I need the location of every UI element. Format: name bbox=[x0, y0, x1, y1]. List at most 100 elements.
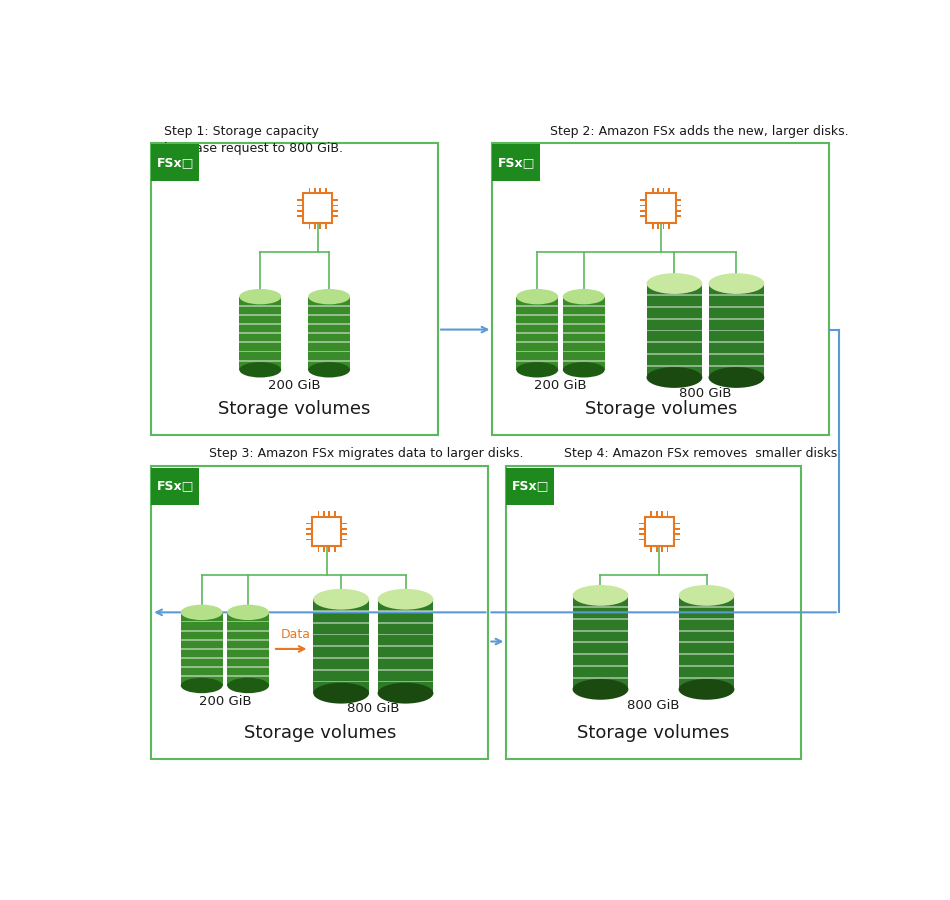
Ellipse shape bbox=[180, 605, 222, 620]
Polygon shape bbox=[377, 634, 433, 635]
Polygon shape bbox=[180, 639, 222, 641]
Polygon shape bbox=[323, 546, 325, 552]
Polygon shape bbox=[306, 533, 312, 536]
Polygon shape bbox=[306, 538, 312, 541]
Ellipse shape bbox=[239, 362, 281, 377]
Polygon shape bbox=[709, 284, 765, 377]
Text: Storage volumes: Storage volumes bbox=[218, 400, 370, 418]
Polygon shape bbox=[661, 546, 663, 552]
Polygon shape bbox=[333, 546, 335, 552]
Polygon shape bbox=[180, 630, 222, 632]
Text: 800 GiB: 800 GiB bbox=[627, 698, 680, 712]
Polygon shape bbox=[314, 634, 369, 635]
Polygon shape bbox=[308, 297, 350, 370]
Polygon shape bbox=[341, 528, 347, 530]
Polygon shape bbox=[492, 142, 829, 436]
Polygon shape bbox=[314, 222, 316, 229]
Polygon shape bbox=[709, 318, 765, 320]
Polygon shape bbox=[332, 210, 338, 212]
Polygon shape bbox=[647, 294, 702, 296]
Ellipse shape bbox=[647, 367, 702, 388]
Polygon shape bbox=[314, 645, 369, 647]
Ellipse shape bbox=[517, 289, 559, 304]
Polygon shape bbox=[678, 618, 734, 620]
Polygon shape bbox=[709, 341, 765, 343]
Polygon shape bbox=[151, 466, 488, 759]
Ellipse shape bbox=[308, 362, 350, 377]
Polygon shape bbox=[227, 675, 269, 678]
Polygon shape bbox=[562, 360, 604, 362]
Polygon shape bbox=[377, 622, 433, 624]
Polygon shape bbox=[662, 222, 664, 229]
Polygon shape bbox=[323, 511, 325, 517]
Polygon shape bbox=[506, 466, 801, 759]
Polygon shape bbox=[317, 511, 319, 517]
Polygon shape bbox=[678, 630, 734, 632]
Ellipse shape bbox=[709, 274, 765, 294]
Ellipse shape bbox=[562, 289, 604, 304]
Polygon shape bbox=[239, 332, 281, 334]
Polygon shape bbox=[573, 618, 628, 620]
Polygon shape bbox=[573, 677, 628, 679]
Polygon shape bbox=[308, 351, 350, 353]
Text: Data: Data bbox=[281, 628, 311, 641]
Ellipse shape bbox=[573, 679, 628, 699]
Polygon shape bbox=[308, 360, 350, 362]
Polygon shape bbox=[314, 187, 316, 194]
Text: 200 GiB: 200 GiB bbox=[199, 695, 251, 707]
Ellipse shape bbox=[647, 274, 702, 294]
Polygon shape bbox=[377, 669, 433, 670]
Polygon shape bbox=[333, 511, 335, 517]
Ellipse shape bbox=[377, 589, 433, 609]
Polygon shape bbox=[638, 523, 645, 525]
Ellipse shape bbox=[227, 678, 269, 693]
Polygon shape bbox=[308, 323, 350, 325]
Polygon shape bbox=[180, 675, 222, 678]
Polygon shape bbox=[314, 610, 369, 612]
Polygon shape bbox=[517, 323, 559, 325]
Polygon shape bbox=[662, 187, 664, 194]
Polygon shape bbox=[227, 621, 269, 623]
Polygon shape bbox=[309, 222, 311, 229]
Polygon shape bbox=[239, 360, 281, 362]
Polygon shape bbox=[647, 306, 702, 308]
Polygon shape bbox=[227, 639, 269, 641]
Text: Storage volumes: Storage volumes bbox=[243, 724, 396, 742]
Polygon shape bbox=[657, 222, 659, 229]
Polygon shape bbox=[675, 204, 681, 206]
Polygon shape bbox=[640, 204, 646, 206]
Polygon shape bbox=[674, 528, 680, 530]
Polygon shape bbox=[314, 622, 369, 624]
Polygon shape bbox=[314, 680, 369, 682]
Polygon shape bbox=[640, 199, 646, 201]
Polygon shape bbox=[377, 657, 433, 659]
Polygon shape bbox=[647, 318, 702, 320]
Polygon shape bbox=[674, 523, 680, 525]
Polygon shape bbox=[573, 665, 628, 667]
Ellipse shape bbox=[562, 362, 604, 377]
Polygon shape bbox=[674, 533, 680, 536]
Ellipse shape bbox=[678, 679, 734, 699]
Polygon shape bbox=[492, 144, 541, 181]
Polygon shape bbox=[573, 642, 628, 643]
Text: Step 1: Storage capacity
increase request to 800 GiB.: Step 1: Storage capacity increase reques… bbox=[163, 125, 343, 155]
Polygon shape bbox=[638, 528, 645, 530]
Polygon shape bbox=[709, 294, 765, 296]
Text: Storage volumes: Storage volumes bbox=[584, 400, 737, 418]
Polygon shape bbox=[562, 314, 604, 316]
Polygon shape bbox=[667, 511, 669, 517]
Polygon shape bbox=[645, 517, 674, 546]
Polygon shape bbox=[239, 314, 281, 316]
Polygon shape bbox=[319, 222, 321, 229]
Polygon shape bbox=[647, 353, 702, 355]
Polygon shape bbox=[656, 546, 657, 552]
Polygon shape bbox=[517, 297, 559, 370]
Polygon shape bbox=[647, 329, 702, 331]
Polygon shape bbox=[227, 648, 269, 650]
Polygon shape bbox=[675, 210, 681, 212]
Text: 800 GiB: 800 GiB bbox=[679, 387, 732, 400]
Polygon shape bbox=[517, 332, 559, 334]
Polygon shape bbox=[377, 645, 433, 647]
Polygon shape bbox=[239, 305, 281, 307]
Polygon shape bbox=[678, 596, 734, 689]
